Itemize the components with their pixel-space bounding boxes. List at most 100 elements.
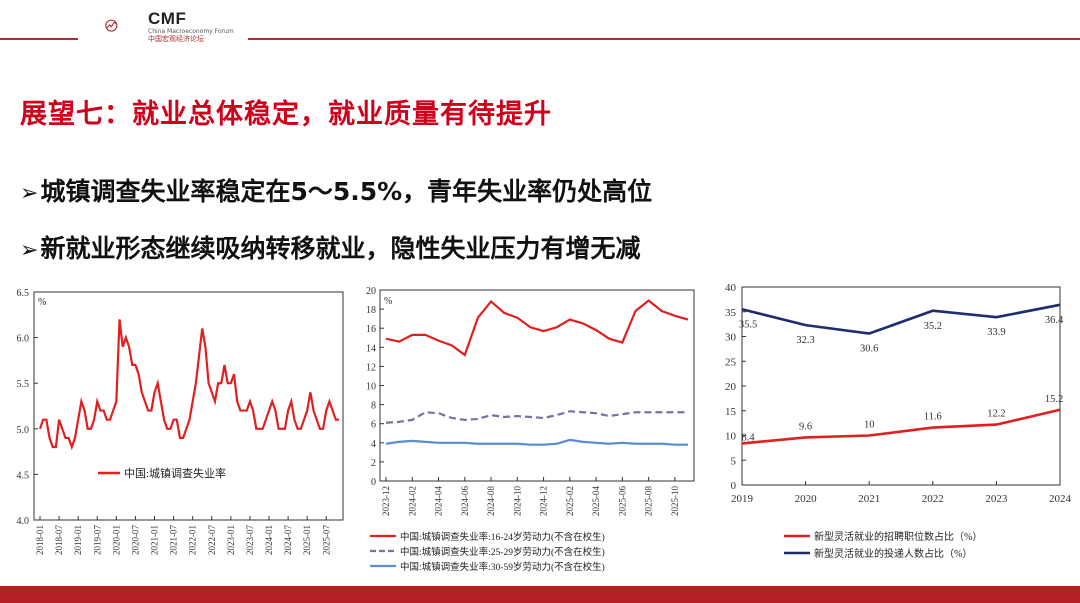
y-tick-label: 2: [371, 458, 376, 469]
series-line: [741, 303, 1061, 335]
y-tick-label: 16: [366, 324, 376, 335]
x-tick-label: 2024-04: [434, 486, 444, 516]
series-line: [385, 438, 688, 446]
y-tick-label: 10: [725, 431, 737, 443]
plot-frame: [741, 286, 1061, 486]
data-label: 33.9: [987, 327, 1005, 338]
x-tick-label: 2024-07: [283, 525, 293, 555]
x-tick-label: 2021-01: [150, 525, 160, 555]
x-tick-label: 2023-07: [245, 525, 255, 555]
unit-label: %: [38, 297, 46, 308]
unit-label: %: [384, 296, 392, 307]
y-tick-label: 10: [366, 382, 376, 393]
chart-urban-unemployment: 4.0 4.5 5.0 5.5 6.0 6.5% 2018-01 2018-07 2019-01…: [17, 288, 344, 555]
x-tick-label: 2022-01: [188, 525, 198, 555]
y-tick-label: 6: [371, 420, 376, 431]
x-tick-label: 2021: [858, 493, 880, 505]
x-tick-label: 2019-01: [73, 525, 83, 555]
data-label: 15.2: [1045, 394, 1063, 405]
y-tick-label: 5.0: [17, 425, 30, 436]
x-tick-label: 2023: [985, 493, 1008, 505]
footer-bar: [0, 586, 1080, 603]
data-label: 36.4: [1045, 315, 1064, 326]
data-label: 8.4: [741, 432, 755, 443]
y-tick-label: 20: [366, 286, 376, 297]
y-tick-label: 4.0: [17, 516, 30, 527]
x-tick-label: 2022: [922, 493, 944, 505]
plot-frame: [33, 291, 344, 521]
data-label: 32.3: [796, 335, 814, 346]
legend-label: 新型灵活就业的投递人数占比（%）: [814, 547, 972, 560]
bullet-arrow-icon: ➢: [20, 181, 39, 206]
y-tick-label: 30: [725, 332, 737, 344]
header-rule-left: [0, 38, 78, 40]
x-tick-label: 2025-06: [617, 486, 627, 516]
y-tick-label: 8: [371, 401, 376, 412]
legend-label: 中国:城镇调查失业率:25-29岁劳动力(不含在校生): [400, 546, 605, 558]
bullet-2: ➢新就业形态继续吸纳转移就业，隐性失业压力有增无减: [20, 229, 640, 265]
logo-text: CMF: [148, 9, 187, 28]
bullet-2-text: 新就业形态继续吸纳转移就业，隐性失业压力有增无减: [40, 234, 641, 263]
data-label: 11.6: [924, 412, 942, 423]
x-tick-label: 2024: [1049, 493, 1072, 505]
logo-chinese-name: 中国宏观经济论坛: [148, 35, 204, 43]
x-tick-label: 2025-10: [670, 486, 680, 516]
series-line: [38, 319, 339, 451]
y-tick-label: 4.5: [17, 470, 30, 481]
y-tick-label: 25: [725, 356, 737, 368]
series-line: [385, 410, 688, 424]
header-rule-right: [248, 38, 1080, 40]
x-tick-label: 2020-07: [130, 525, 140, 555]
slide-title: 展望七：就业总体稳定，就业质量有待提升: [20, 99, 552, 130]
y-tick-label: 5.5: [17, 379, 30, 390]
data-label: 35.5: [739, 319, 757, 330]
cmf-logo-icon: [105, 19, 118, 32]
data-label: 9.6: [799, 421, 812, 432]
chart-flexible-employment: 0 5 10 15 20 25 30 35 40 2019 2020 2021 2022 2023 2024…: [725, 282, 1072, 560]
x-tick-label: 2025-02: [565, 486, 575, 516]
y-tick-label: 14: [366, 343, 376, 354]
x-tick-label: 2018-01: [35, 525, 45, 555]
plot-frame: [379, 289, 695, 482]
x-tick-label: 2024-01: [264, 525, 274, 555]
x-tick-label: 2024-12: [539, 486, 549, 516]
legend-label: 中国:城镇调查失业率:16-24岁劳动力(不含在校生): [400, 531, 605, 543]
y-tick-label: 0: [371, 477, 376, 488]
y-tick-label: 35: [725, 307, 737, 319]
bullet-arrow-icon: ➢: [20, 238, 39, 263]
x-tick-label: 2023-12: [381, 486, 391, 516]
data-label: 10: [864, 420, 875, 431]
x-tick-label: 2022-07: [207, 525, 217, 555]
y-tick-label: 40: [725, 282, 737, 294]
y-tick-label: 6.5: [17, 288, 30, 299]
x-tick-label: 2018-07: [54, 525, 64, 555]
logo-subtitle: China Macroeconomy Forum: [148, 28, 234, 35]
x-tick-label: 2019: [731, 493, 754, 505]
series-line: [385, 299, 689, 357]
data-label: 12.2: [987, 409, 1005, 420]
y-tick-label: 0: [731, 480, 737, 492]
legend-label: 中国:城镇调查失业率: [124, 466, 226, 480]
data-label: 35.2: [924, 321, 942, 332]
bullet-1-text: 城镇调查失业率稳定在5～5.5%，青年失业率仍处高位: [40, 177, 653, 206]
y-tick-label: 5: [731, 455, 737, 467]
x-tick-label: 2020-01: [111, 525, 121, 555]
legend-label: 新型灵活就业的招聘职位数占比（%）: [814, 530, 982, 543]
bullet-1: ➢城镇调查失业率稳定在5～5.5%，青年失业率仍处高位: [20, 172, 652, 208]
legend-label: 中国:城镇调查失业率:30-59岁劳动力(不含在校生): [400, 561, 605, 573]
x-tick-label: 2023-01: [226, 525, 236, 555]
chart-youth-unemployment: 0 2 4 6 8 10 12 14 16 18 20% 2023-12 2024-02 2024-04 2…: [366, 286, 695, 573]
x-tick-label: 2024-08: [486, 486, 496, 516]
x-tick-label: 2025-08: [644, 486, 654, 516]
x-tick-label: 2020: [795, 493, 818, 505]
x-tick-label: 2024-10: [512, 486, 522, 516]
series-line: [741, 408, 1061, 445]
x-tick-label: 2025-01: [302, 525, 312, 555]
data-label: 30.6: [860, 344, 878, 355]
x-tick-label: 2019-07: [92, 525, 102, 555]
x-tick-label: 2024-02: [407, 486, 417, 516]
y-tick-label: 18: [366, 305, 376, 316]
x-tick-label: 2024-06: [460, 486, 470, 516]
y-tick-label: 12: [366, 362, 376, 373]
x-tick-label: 2021-07: [169, 525, 179, 555]
